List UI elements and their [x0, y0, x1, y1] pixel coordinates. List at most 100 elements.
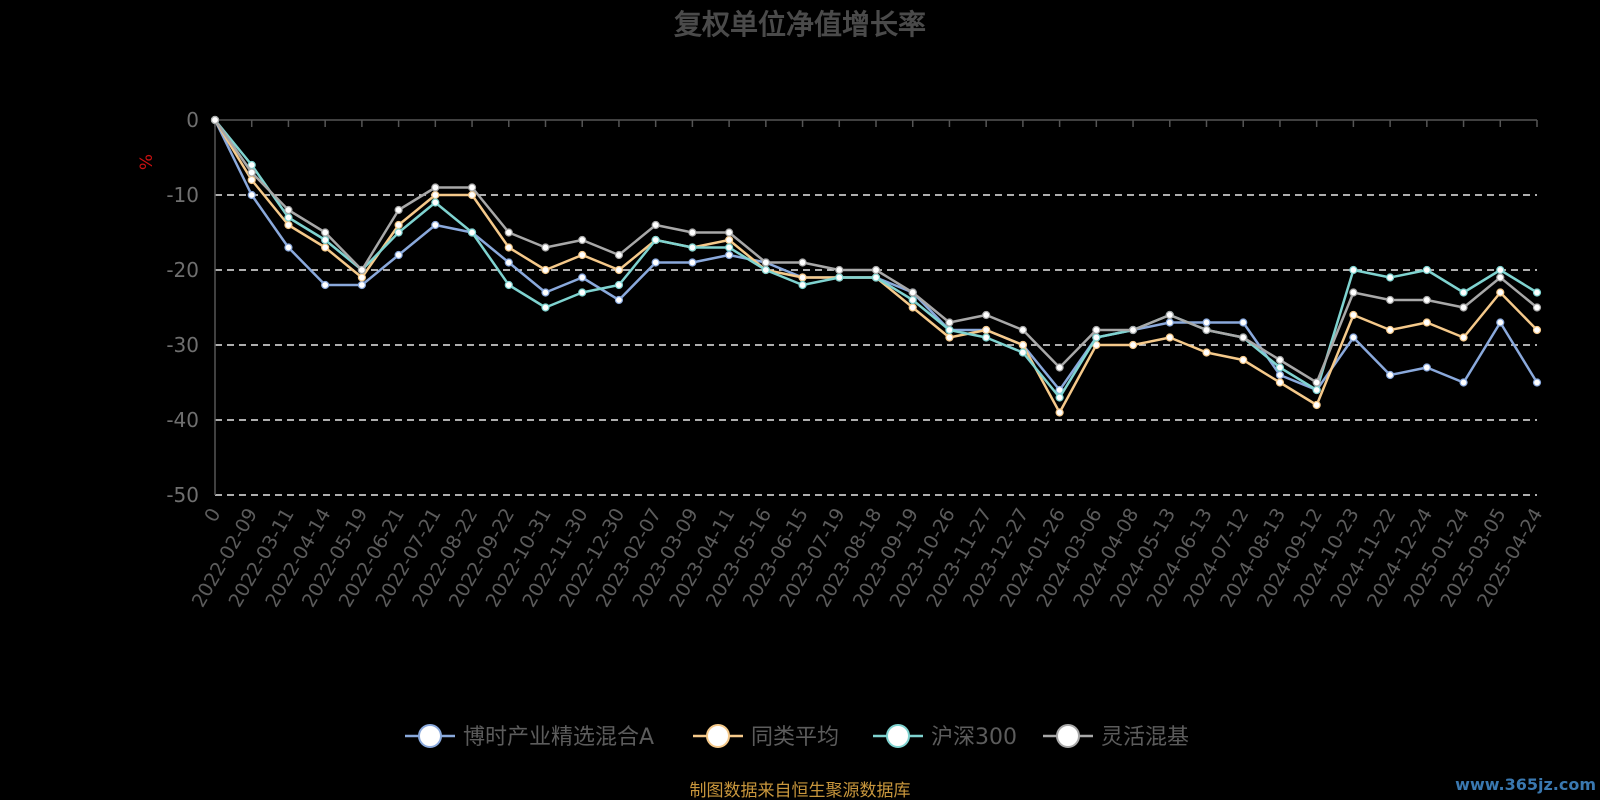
series-2-point-5 [394, 228, 403, 237]
series-3-point-14 [725, 228, 734, 237]
series-1-point-23 [1055, 408, 1064, 417]
series-3-point-2 [284, 205, 293, 215]
series-2-point-29 [1275, 363, 1285, 372]
legend[interactable]: 博时产业精选混合A 同类平均 沪深300 灵活混基 [405, 724, 1189, 750]
series-2-point-36 [1532, 288, 1542, 297]
series-1-point-26 [1165, 333, 1174, 342]
series-1-point-35 [1496, 288, 1505, 297]
series-0-point-9 [541, 288, 550, 297]
legend-item-0[interactable]: 博时产业精选混合A [405, 724, 654, 750]
series-3-point-29 [1275, 355, 1285, 365]
series-0-point-8 [504, 258, 513, 267]
series-3-point-34 [1459, 303, 1468, 312]
series-2-point-20 [945, 325, 954, 335]
series-1-point-36 [1532, 325, 1542, 335]
series-2-point-33 [1422, 265, 1431, 275]
series-2-point-31 [1349, 265, 1358, 275]
series-2-point-22 [1018, 348, 1027, 357]
series-3-point-12 [651, 220, 660, 230]
series-3-point-32 [1386, 295, 1395, 305]
series-1-point-29 [1275, 378, 1285, 387]
series-2-point-6 [431, 198, 440, 207]
series-3-point-1 [247, 168, 256, 177]
series-2-point-3 [321, 235, 330, 245]
series-0-point-32 [1386, 370, 1395, 380]
series-3-point-36 [1532, 303, 1542, 312]
series-2-point-8 [504, 280, 513, 290]
axes [214, 119, 1537, 495]
series-0-point-3 [321, 280, 330, 290]
series-3-point-30 [1312, 378, 1321, 387]
legend-item-3[interactable]: 灵活混基 [1043, 724, 1189, 750]
series-1-point-22 [1018, 340, 1027, 350]
source-note: 制图数据来自恒生聚源数据库 [690, 781, 911, 800]
series-line-3 [213, 119, 1538, 384]
series-1-point-34 [1459, 333, 1468, 342]
series-1-point-2 [284, 220, 293, 230]
series-1-point-11 [614, 265, 624, 275]
y-tick-label-3: -30 [166, 333, 199, 357]
series-2-point-21 [982, 333, 991, 342]
series-3-point-25 [1128, 325, 1138, 335]
series-3-point-7 [467, 183, 477, 192]
y-tick-label-5: -50 [166, 483, 199, 507]
series-0-point-27 [1202, 318, 1211, 327]
series-0-point-35 [1496, 318, 1505, 327]
series-2-point-32 [1386, 273, 1395, 282]
series-1-point-16 [798, 273, 807, 282]
series-2-point-16 [798, 280, 807, 290]
series-3-point-20 [945, 318, 954, 327]
series-2-point-13 [688, 243, 697, 252]
legend-item-2[interactable]: 沪深300 [873, 724, 1017, 750]
y-tick-label-4: -40 [166, 408, 199, 432]
series-1-point-6 [431, 190, 440, 200]
series-3-point-28 [1239, 333, 1248, 342]
legend-label-1: 同类平均 [751, 725, 839, 750]
series-0-point-33 [1422, 363, 1431, 372]
series-3-point-21 [982, 310, 991, 320]
series-3-point-16 [798, 258, 807, 267]
series-3-point-22 [1018, 325, 1027, 335]
series-1-point-31 [1349, 310, 1358, 320]
series-1-point-5 [394, 220, 403, 230]
legend-marker-1 [706, 724, 730, 748]
chart-title: 复权单位净值增长率 [674, 8, 926, 41]
x-axis-ticks: 02022-02-092022-03-112022-04-142022-05-1… [188, 120, 1547, 611]
series-3-point-0 [210, 115, 220, 125]
series-2-point-9 [541, 303, 550, 312]
series-3-point-11 [614, 250, 624, 260]
series-2-point-15 [761, 265, 770, 275]
series-0-point-11 [614, 295, 624, 305]
series-1-point-9 [541, 265, 550, 275]
y-axis-unit: % [137, 154, 157, 170]
series-2-point-19 [908, 295, 917, 305]
legend-label-3: 灵活混基 [1101, 725, 1189, 750]
legend-marker-0 [418, 724, 442, 748]
series-0-point-12 [651, 258, 660, 267]
series-2-point-7 [467, 228, 477, 237]
series-3-point-6 [431, 183, 440, 192]
series-3-point-3 [321, 228, 330, 237]
series-3-point-23 [1055, 363, 1064, 372]
series-3-point-9 [541, 243, 550, 252]
series-lines [210, 115, 1542, 417]
series-0-point-2 [284, 243, 293, 252]
series-0-point-29 [1275, 370, 1285, 380]
series-2-point-35 [1496, 265, 1505, 275]
series-0-point-36 [1532, 378, 1542, 387]
series-2-point-24 [1092, 333, 1101, 342]
series-1-point-3 [321, 243, 330, 252]
series-0-point-10 [578, 273, 587, 282]
series-1-point-32 [1386, 325, 1395, 335]
series-1-point-30 [1312, 400, 1321, 410]
y-tick-label-0: 0 [186, 108, 199, 132]
series-0-point-13 [688, 258, 697, 267]
y-axis-ticks: 0 -10 -20 -30 -40 -50 [166, 108, 199, 507]
series-0-point-34 [1459, 378, 1468, 387]
series-1-point-25 [1128, 340, 1138, 350]
legend-item-1[interactable]: 同类平均 [693, 724, 839, 750]
series-2-point-34 [1459, 288, 1468, 297]
series-3-point-17 [835, 265, 844, 275]
series-1-point-4 [357, 273, 366, 282]
series-1-point-1 [247, 175, 256, 185]
